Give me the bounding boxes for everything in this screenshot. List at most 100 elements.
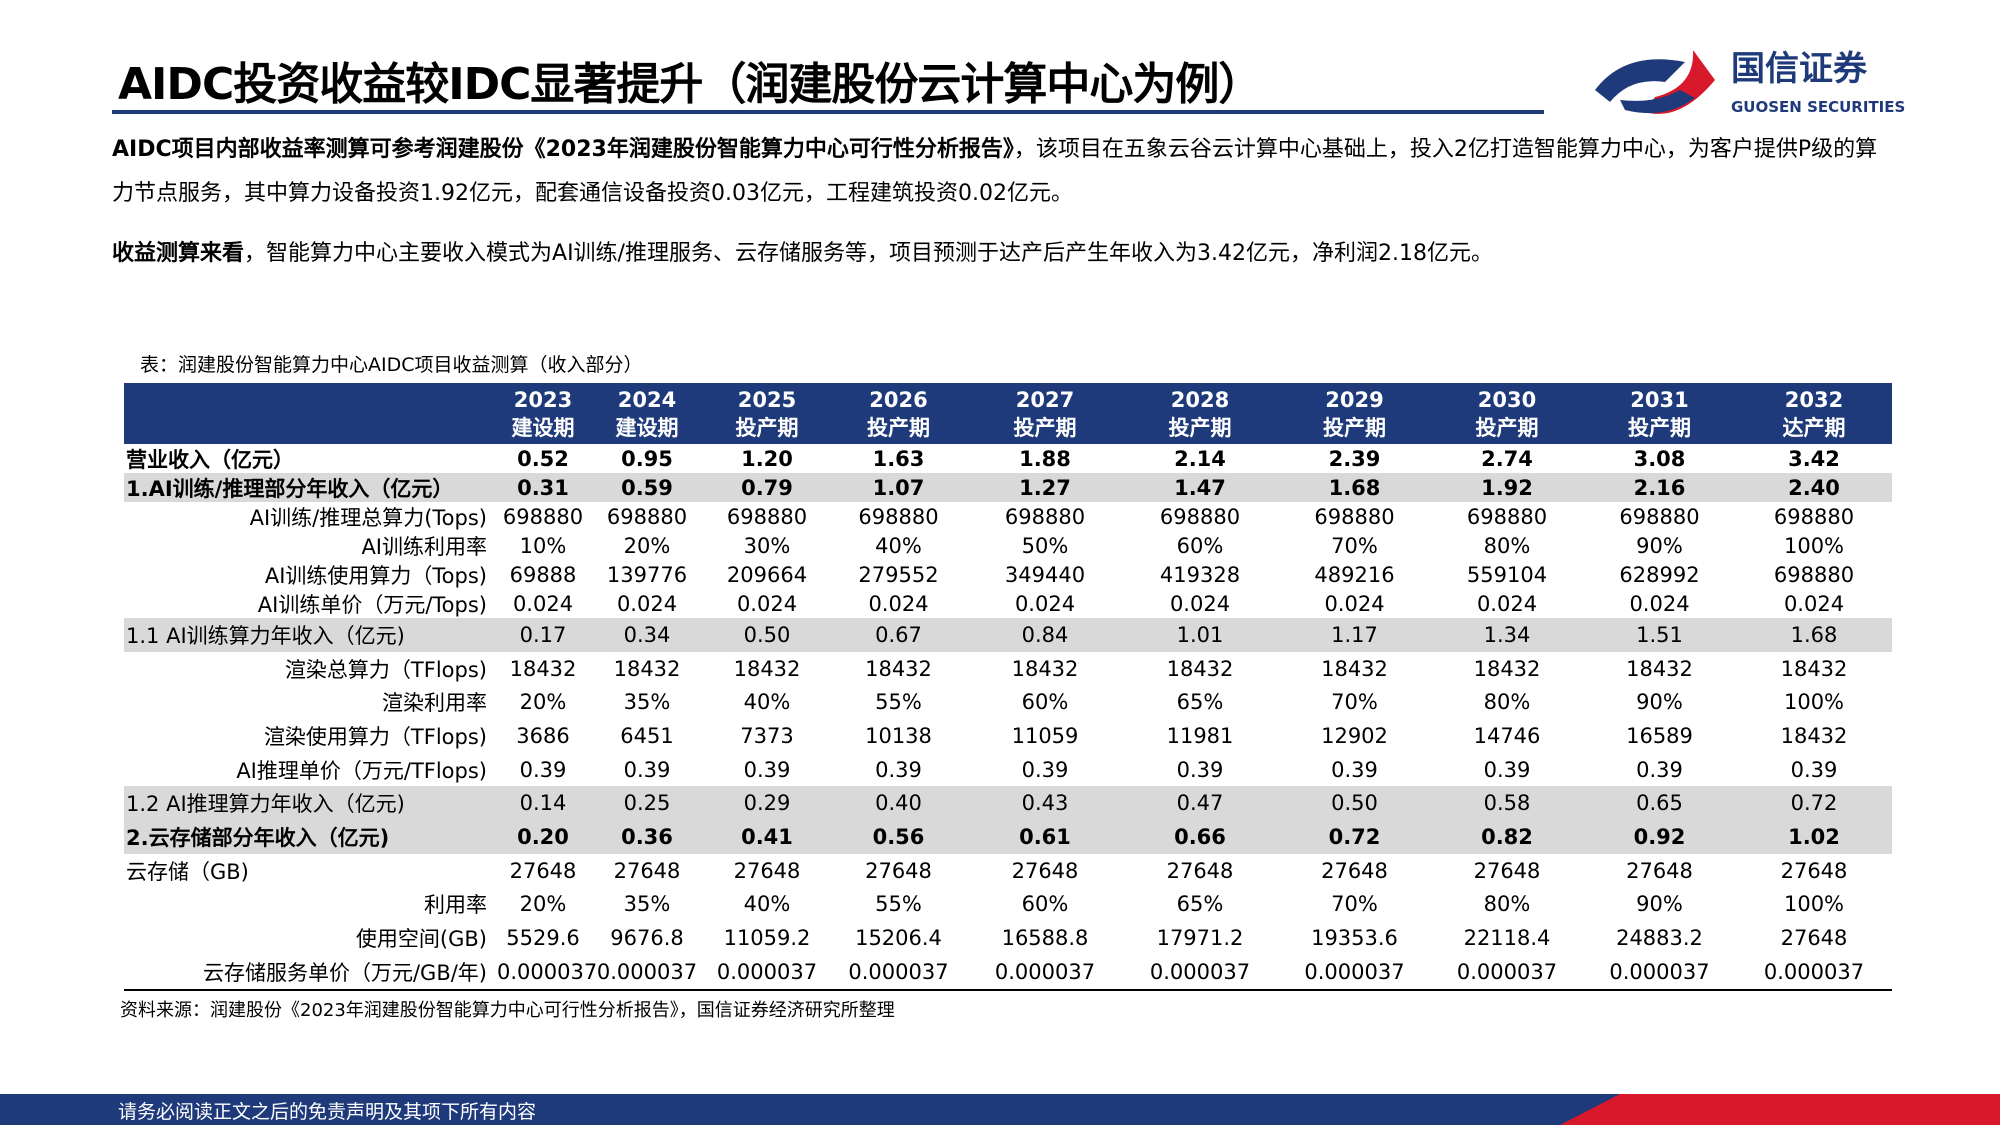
cell: 18432 <box>865 656 932 681</box>
cell: 20% <box>623 534 671 558</box>
row-label: AI训练单价（万元/Tops) <box>257 593 487 617</box>
cell: 2.39 <box>1328 447 1381 471</box>
row-label: 2.云存储部分年收入（亿元) <box>126 825 390 850</box>
cell: 0.56 <box>872 824 925 849</box>
cell: 27648 <box>509 858 577 883</box>
table-row: 1.AI训练/推理部分年收入（亿元） 0.31 0.59 0.79 1.07 1.27 1.… <box>124 473 1892 502</box>
cell: 0.40 <box>875 791 922 816</box>
year: 2029 <box>1325 387 1384 412</box>
paragraph: 收益测算来看，智能算力中心主要收入模式为AI训练/推理服务、云存储服务等，项目预… <box>112 232 1892 276</box>
year: 2027 <box>1015 387 1075 412</box>
cell: 50% <box>1021 534 1069 558</box>
table-row: AI训练/推理总算力(Tops) 698880 698880 698880 698880… <box>124 502 1892 531</box>
cell: 1.27 <box>1019 476 1071 500</box>
cell: 0.65 <box>1636 791 1683 816</box>
header-cell: 2023 建设期 <box>497 386 589 442</box>
cell: 0.58 <box>1483 791 1531 816</box>
cell: 209664 <box>726 563 808 587</box>
logo: 国信证券 GUOSEN SECURITIES <box>1595 49 1905 116</box>
table-row: 利用率 20% 35% 40% 55% 60% 65% 70% 80% 90% 100% <box>124 888 1892 922</box>
table-row: AI训练单价（万元/Tops) 0.024 0.024 0.024 0.024 0.024… <box>124 589 1892 618</box>
cell: 349440 <box>1004 563 1086 587</box>
cell: 0.024 <box>1629 592 1690 616</box>
cell: 698880 <box>1619 505 1700 529</box>
cell: 10% <box>519 534 567 558</box>
cell: 0.024 <box>512 592 574 616</box>
cell: 0.024 <box>616 592 678 616</box>
year: 2032 <box>1784 387 1844 412</box>
header-cell: 2024 建设期 <box>589 386 705 442</box>
row-label: AI训练使用算力（Tops) <box>264 564 487 588</box>
cell: 0.000037 <box>1609 959 1710 984</box>
cell: 698880 <box>726 505 808 529</box>
cell: 20% <box>519 690 567 715</box>
cell: 0.024 <box>1169 592 1231 616</box>
cell: 0.20 <box>517 824 569 849</box>
cell: 0.39 <box>1331 757 1378 782</box>
cell: 1.34 <box>1483 622 1531 647</box>
cell: 0.29 <box>743 791 791 816</box>
table-row: 使用空间(GB) 5529.6 9676.8 11059.2 15206.4 16588.… <box>124 921 1892 955</box>
cell: 698880 <box>1004 505 1086 529</box>
cell: 27648 <box>613 858 681 883</box>
cell: 0.25 <box>623 791 671 816</box>
title-rule <box>112 110 1544 114</box>
header-cell: 2025 投产期 <box>705 386 829 442</box>
row-label: AI推理单价（万元/TFlops) <box>236 758 487 783</box>
header-cell: 2027 投产期 <box>968 386 1122 442</box>
header-cell: 2028 投产期 <box>1122 386 1278 442</box>
cell: 18432 <box>1473 656 1541 681</box>
row-label: 渲染总算力（TFlops) <box>284 657 487 682</box>
phase: 建设期 <box>615 415 679 440</box>
cell: 0.000037 <box>1763 959 1865 984</box>
header-cell: 2032 达产期 <box>1736 386 1892 442</box>
table-caption: 表：润建股份智能算力中心AIDC项目收益测算（收入部分） <box>140 354 643 376</box>
cell: 1.01 <box>1176 622 1224 647</box>
cell: 11059 <box>1011 723 1079 748</box>
cell: 9676.8 <box>610 926 684 951</box>
cell: 0.79 <box>741 476 793 500</box>
cell: 1.63 <box>872 447 925 471</box>
table-row: AI推理单价（万元/TFlops) 0.39 0.39 0.39 0.39 0.39 0.3… <box>124 753 1892 787</box>
cell: 0.39 <box>1636 757 1683 782</box>
cell: 70% <box>1331 690 1378 715</box>
text: ，智能算力中心主要收入模式为AI训练/推理服务、云存储服务等，项目预测于达产后产… <box>244 241 1493 266</box>
cell: 0.50 <box>1331 791 1378 816</box>
cell: 0.024 <box>1324 592 1385 616</box>
cell: 2.40 <box>1788 476 1840 500</box>
cell: 0.82 <box>1481 824 1533 849</box>
cell: 60% <box>1021 892 1069 917</box>
cell: 0.39 <box>1176 757 1224 782</box>
row-label: AI训练利用率 <box>361 535 487 559</box>
year: 2024 <box>617 387 677 412</box>
cell: 1.20 <box>741 447 793 471</box>
cell: 0.000037 <box>716 959 818 984</box>
cell: 3.08 <box>1633 447 1686 471</box>
cell: 11981 <box>1166 723 1234 748</box>
cell: 27648 <box>1780 926 1848 951</box>
cell: 0.000037 <box>1456 959 1558 984</box>
table-row: 1.1 AI训练算力年收入（亿元) 0.17 0.34 0.50 0.67 0.84 1.0… <box>124 618 1892 652</box>
table-row: 渲染总算力（TFlops) 18432 18432 18432 18432 18432 18… <box>124 652 1892 686</box>
cell: 24883.2 <box>1616 926 1703 951</box>
year: 2026 <box>869 387 928 412</box>
table-bottom-rule <box>124 988 1892 991</box>
cell: 3.42 <box>1788 447 1840 471</box>
cell: 0.39 <box>1021 757 1069 782</box>
cell: 1.07 <box>872 476 925 500</box>
cell: 40% <box>875 534 922 558</box>
cell: 0.024 <box>868 592 929 616</box>
cell: 18432 <box>1780 656 1848 681</box>
cell: 27648 <box>1780 858 1848 883</box>
cell: 20% <box>519 892 567 917</box>
cell: 100% <box>1783 892 1845 917</box>
row-label: 1.2 AI推理算力年收入（亿元) <box>126 792 405 817</box>
cell: 18432 <box>509 656 577 681</box>
table-row: 渲染使用算力（TFlops) 3686 6451 7373 10138 11059 1198… <box>124 719 1892 753</box>
cell: 0.39 <box>1483 757 1531 782</box>
cell: 0.000037 <box>848 959 949 984</box>
cell: 0.39 <box>875 757 922 782</box>
cell: 0.000037 <box>497 959 598 984</box>
cell: 18432 <box>1626 656 1693 681</box>
cell: 0.84 <box>1021 622 1069 647</box>
